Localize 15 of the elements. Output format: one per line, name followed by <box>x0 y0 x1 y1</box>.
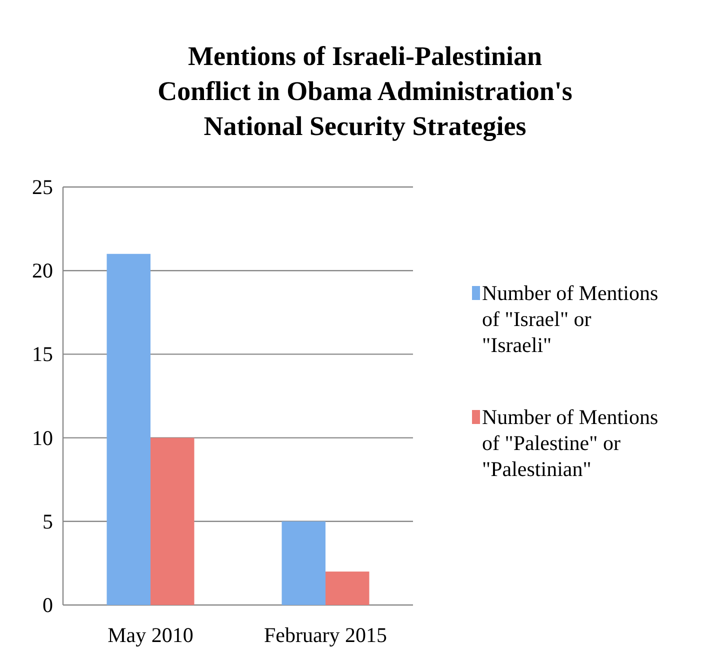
x-tick-label: May 2010 <box>108 623 194 647</box>
chart-title: Mentions of Israeli-Palestinian Conflict in Obama Administration's National Security Strategies <box>158 41 572 141</box>
legend-label: Number of Mentions of "Palestine" or "Palestinian" <box>482 405 658 481</box>
legend-label: Number of Mentions of "Israel" or "Israeli" <box>482 281 658 357</box>
y-tick-label: 0 <box>42 593 53 617</box>
bar <box>150 438 194 605</box>
bar <box>282 521 326 605</box>
y-tick-label: 20 <box>32 258 53 283</box>
y-tick-label: 15 <box>32 342 53 366</box>
bar <box>326 572 370 605</box>
x-tick-label: February 2015 <box>264 623 388 647</box>
y-tick-label: 10 <box>32 426 53 450</box>
y-tick-label: 25 <box>32 175 53 199</box>
y-tick-label: 5 <box>42 509 53 534</box>
bar <box>106 254 150 605</box>
